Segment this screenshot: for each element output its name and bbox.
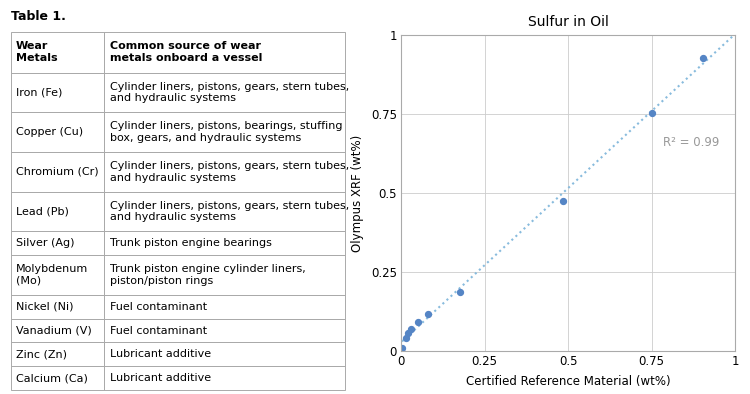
Text: Cylinder liners, pistons, gears, stern tubes,
and hydraulic systems: Cylinder liners, pistons, gears, stern t… xyxy=(110,201,349,222)
Text: Copper (Cu): Copper (Cu) xyxy=(16,127,83,137)
Point xyxy=(412,319,424,325)
Y-axis label: Olympus XRF (wt%): Olympus XRF (wt%) xyxy=(351,134,364,252)
Bar xyxy=(10,366,104,390)
Text: Fuel contaminant: Fuel contaminant xyxy=(110,302,207,312)
Text: Lubricant additive: Lubricant additive xyxy=(110,349,211,359)
Text: Silver (Ag): Silver (Ag) xyxy=(16,238,74,248)
Point xyxy=(402,330,414,336)
Text: Wear
Metals: Wear Metals xyxy=(16,41,58,63)
Bar xyxy=(10,32,104,73)
Bar xyxy=(104,112,345,152)
Text: Common source of wear
metals onboard a vessel: Common source of wear metals onboard a v… xyxy=(110,41,262,63)
Text: Nickel (Ni): Nickel (Ni) xyxy=(16,302,74,312)
Text: Vanadium (V): Vanadium (V) xyxy=(16,325,92,336)
X-axis label: Certified Reference Material (wt%): Certified Reference Material (wt%) xyxy=(466,375,670,388)
Text: Cylinder liners, pistons, gears, stern tubes,
and hydraulic systems: Cylinder liners, pistons, gears, stern t… xyxy=(110,82,349,103)
Bar xyxy=(10,295,104,319)
Bar xyxy=(10,73,104,112)
Bar xyxy=(104,152,345,192)
Bar xyxy=(10,231,104,255)
Text: Fuel contaminant: Fuel contaminant xyxy=(110,325,207,336)
Title: Sulfur in Oil: Sulfur in Oil xyxy=(528,15,608,29)
Point xyxy=(422,311,434,318)
Bar xyxy=(104,73,345,112)
Text: Chromium (Cr): Chromium (Cr) xyxy=(16,167,98,177)
Bar xyxy=(104,319,345,342)
Bar xyxy=(10,192,104,231)
Point xyxy=(646,110,658,116)
Text: Trunk piston engine cylinder liners,
piston/piston rings: Trunk piston engine cylinder liners, pis… xyxy=(110,264,305,286)
Text: Cylinder liners, pistons, gears, stern tubes,
and hydraulic systems: Cylinder liners, pistons, gears, stern t… xyxy=(110,161,349,183)
Point xyxy=(396,344,408,351)
Text: R² = 0.99: R² = 0.99 xyxy=(663,136,719,149)
Point xyxy=(400,335,412,341)
Bar xyxy=(10,112,104,152)
Text: Iron (Fe): Iron (Fe) xyxy=(16,87,62,98)
Bar xyxy=(10,255,104,295)
Bar xyxy=(10,152,104,192)
Point xyxy=(557,198,569,204)
Bar xyxy=(10,342,104,366)
Point xyxy=(454,289,466,296)
Text: Lead (Pb): Lead (Pb) xyxy=(16,206,69,217)
Text: Molybdenum
(Mo): Molybdenum (Mo) xyxy=(16,264,88,286)
Bar xyxy=(104,192,345,231)
Bar xyxy=(104,32,345,73)
Point xyxy=(698,54,709,61)
Text: Lubricant additive: Lubricant additive xyxy=(110,373,211,383)
Text: Cylinder liners, pistons, bearings, stuffing
box, gears, and hydraulic systems: Cylinder liners, pistons, bearings, stuf… xyxy=(110,121,342,143)
Text: Zinc (Zn): Zinc (Zn) xyxy=(16,349,67,359)
Text: Calcium (Ca): Calcium (Ca) xyxy=(16,373,88,383)
Bar xyxy=(10,319,104,342)
Bar xyxy=(104,342,345,366)
Bar xyxy=(104,295,345,319)
Bar xyxy=(104,255,345,295)
Text: Table 1.: Table 1. xyxy=(10,10,65,23)
Text: Trunk piston engine bearings: Trunk piston engine bearings xyxy=(110,238,272,248)
Bar xyxy=(104,231,345,255)
Point xyxy=(405,325,417,332)
Bar xyxy=(104,366,345,390)
